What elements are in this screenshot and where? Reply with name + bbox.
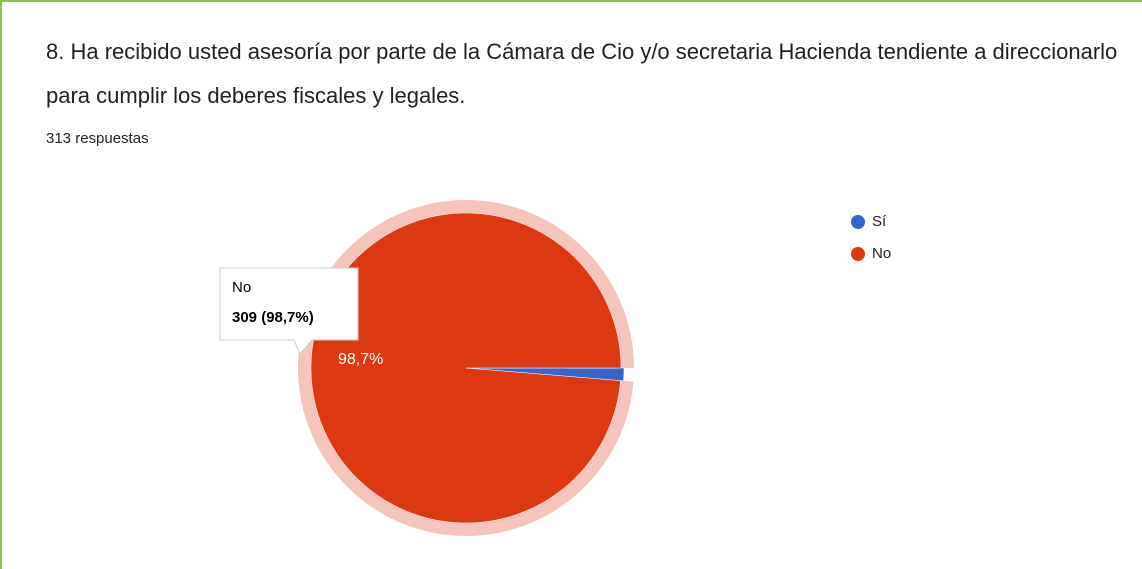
pie-slice (310, 212, 622, 524)
tooltip-category: No (232, 279, 251, 296)
tooltip-box (219, 267, 359, 355)
tooltip-value: 309 (98,7%) (232, 309, 314, 326)
slice-label: 98,7% (338, 351, 383, 368)
legend-label: Sí (872, 213, 887, 230)
tooltip: No 309 (98,7%) (219, 267, 359, 355)
legend-swatch (851, 215, 865, 229)
legend-swatch (851, 247, 865, 261)
response-count: 313 respuestas (46, 130, 149, 147)
chart-title: 8. Ha recibido usted asesoría por parte … (46, 39, 1118, 108)
legend-label: No (872, 245, 891, 262)
